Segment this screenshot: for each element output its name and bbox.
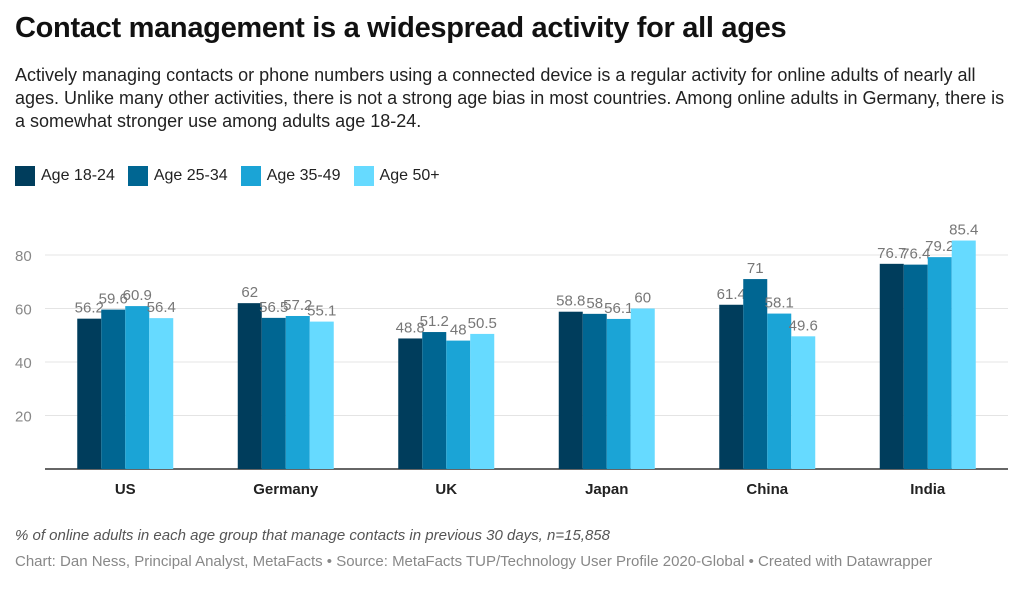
legend-item-age-35-49: Age 35-49 — [240, 166, 341, 186]
data-label: 76.7 — [877, 245, 906, 262]
bar — [125, 306, 150, 469]
bar — [261, 317, 286, 469]
legend-item-age-25-34: Age 25-34 — [127, 166, 228, 186]
data-label: 85.4 — [949, 222, 978, 239]
legend-label: Age 35-49 — [266, 167, 341, 184]
legend: Age 18-24 Age 25-34 Age 35-49 Age 50+ — [15, 166, 453, 186]
bar — [558, 311, 583, 469]
legend-swatch — [127, 166, 148, 186]
legend-label: Age 50+ — [379, 167, 440, 184]
data-label: 57.2 — [283, 297, 312, 314]
data-label: 60 — [634, 290, 651, 307]
data-label: 61.4 — [717, 286, 746, 303]
legend-swatch — [240, 166, 261, 186]
x-tick-label: Germany — [253, 481, 319, 498]
bar — [630, 308, 655, 469]
bar — [398, 338, 423, 469]
bar — [237, 303, 262, 469]
data-label: 60.9 — [123, 287, 152, 304]
bar — [743, 279, 768, 469]
bar — [719, 304, 744, 469]
legend-label: Age 25-34 — [153, 167, 228, 184]
data-label: 50.5 — [468, 315, 497, 332]
bar — [309, 321, 334, 469]
chart-byline: Chart: Dan Ness, Principal Analyst, Meta… — [15, 553, 933, 570]
bar — [470, 333, 495, 469]
y-tick-label: 80 — [15, 248, 32, 265]
x-tick-label: India — [910, 481, 946, 498]
bar — [582, 313, 607, 469]
bar — [422, 332, 447, 469]
bar — [791, 336, 816, 469]
x-tick-label: US — [115, 481, 136, 498]
x-tick-label: UK — [435, 481, 457, 498]
y-tick-label: 40 — [15, 355, 32, 372]
bar — [285, 315, 310, 469]
chart-title: Contact management is a widespread activ… — [15, 12, 787, 44]
data-label: 51.2 — [420, 313, 449, 330]
bar — [927, 257, 952, 469]
data-label: 56.2 — [75, 300, 104, 317]
bar — [77, 318, 102, 469]
legend-item-age-50-plus: Age 50+ — [353, 166, 440, 186]
legend-label: Age 18-24 — [41, 167, 115, 184]
data-label: 55.1 — [307, 303, 336, 320]
data-label: 56.5 — [259, 299, 288, 316]
data-label: 58.1 — [765, 295, 794, 312]
data-label: 59.6 — [99, 291, 128, 308]
bar — [879, 263, 904, 469]
legend-swatch — [15, 166, 35, 186]
data-label: 48.8 — [396, 319, 425, 336]
bar — [101, 309, 126, 469]
bar — [446, 340, 471, 469]
data-label: 58.8 — [556, 293, 585, 310]
bar — [951, 240, 976, 469]
data-label: 49.6 — [789, 317, 818, 334]
x-tick-label: China — [746, 481, 788, 498]
data-label: 58 — [586, 295, 603, 312]
y-tick-label: 20 — [15, 409, 32, 426]
data-label: 76.4 — [901, 246, 930, 263]
bar — [903, 264, 928, 469]
chart-subtitle: Actively managing contacts or phone numb… — [15, 65, 1005, 131]
y-tick-label: 60 — [15, 302, 32, 319]
data-label: 48 — [450, 322, 467, 339]
bar-chart: 20 40 60 80 56.259.660.956.4 US 6256.557.255.1… — [15, 222, 1008, 498]
bar — [767, 313, 792, 469]
legend-swatch — [353, 166, 374, 186]
x-tick-label: Japan — [585, 481, 628, 498]
bar — [149, 318, 174, 469]
data-label: 71 — [747, 260, 764, 277]
bar — [606, 318, 631, 469]
data-label: 56.1 — [604, 300, 633, 317]
legend-item-age-18-24: Age 18-24 — [15, 166, 115, 186]
data-label: 79.2 — [925, 238, 954, 255]
data-label: 56.4 — [147, 299, 176, 316]
data-label: 62 — [241, 284, 258, 301]
chart-notes: % of online adults in each age group tha… — [15, 527, 610, 544]
